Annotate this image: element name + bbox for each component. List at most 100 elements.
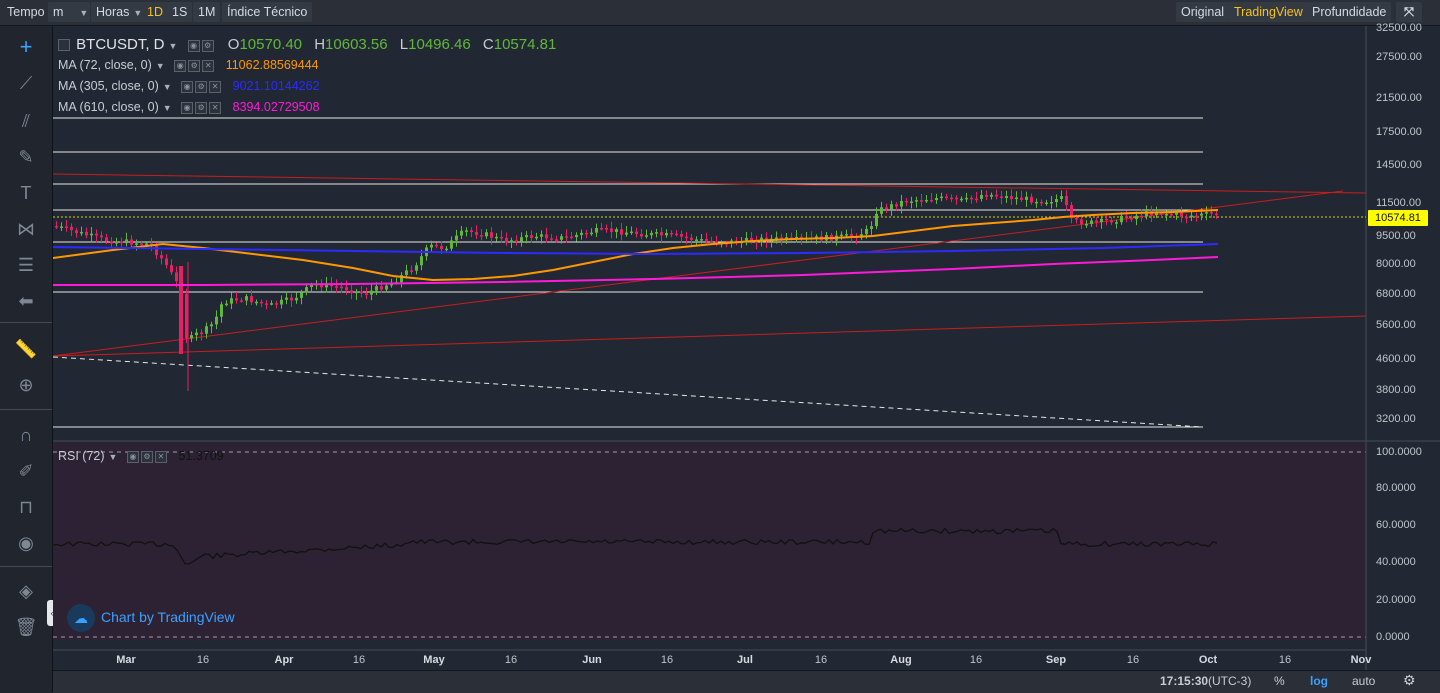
candle-body [590,232,593,235]
symbol-name[interactable]: BTCUSDT, D [76,36,165,53]
candle-body [920,200,923,202]
chart-area[interactable]: BTCUSDT, D ▼ ◉ ⚙ O10570.40 H10603.56 L1049… [53,22,1440,692]
settings-icon[interactable]: ⚙ [188,60,201,73]
percent-scale-button[interactable]: % [1274,674,1285,688]
pitchfork-icon[interactable]: ⫽ [21,111,31,131]
layers-icon[interactable]: ◈ [19,581,33,601]
view-original-button[interactable]: Original [1176,2,1230,22]
candle-body [485,232,488,237]
chevron-down-icon[interactable]: ▼ [168,41,178,51]
interval-1m-button[interactable]: 1M [193,2,221,22]
eye-icon[interactable]: ◉ [181,81,194,94]
close-icon[interactable]: ✕ [209,81,222,94]
eye-icon[interactable]: ◉ [18,533,34,553]
eye-icon[interactable]: ◉ [181,102,194,115]
long-support-trendline[interactable] [53,315,1367,357]
rsi-label[interactable]: RSI (72) [58,449,105,463]
candle-body [495,236,498,239]
lock-drawing-icon[interactable]: ✐ [18,461,34,481]
price-axis[interactable]: 32500.00 27500.00 21500.00 17500.00 1450… [1366,22,1440,666]
trendline-icon[interactable]: ⟋ [19,73,33,93]
trash-icon[interactable]: 🗑 [14,617,38,637]
collapse-legend-icon[interactable] [58,39,70,52]
rsi-tick: 80.0000 [1376,482,1416,494]
candle-body [1170,214,1173,216]
chevron-down-icon[interactable]: ▼ [162,82,172,92]
settings-icon[interactable]: ⚙ [195,102,208,115]
magnet-icon[interactable]: ∩ [19,425,33,445]
candle-body [1145,211,1148,217]
settings-icon[interactable]: ⚙ [140,451,153,464]
price-chart[interactable] [53,26,1440,692]
candle-body [185,293,188,339]
zoom-icon[interactable]: ⊕ [18,375,34,395]
open-key: O [227,36,240,53]
view-depth-button[interactable]: Profundidade [1307,2,1392,22]
candle-body [940,196,943,199]
chevron-down-icon: ▼ [133,8,143,18]
close-icon[interactable]: ✕ [154,451,167,464]
chevron-down-icon[interactable]: ▼ [155,61,165,71]
resistance-trendline[interactable] [53,173,1367,194]
candle-body [400,275,403,283]
log-scale-button[interactable]: log [1310,674,1328,688]
candle-body [100,235,103,238]
text-icon[interactable]: T [20,183,32,203]
tradingview-watermark[interactable]: ☁ Chart by TradingView [67,602,235,633]
settings-icon[interactable]: ⚙ [201,39,214,52]
candle-body [870,226,873,229]
candle-body [790,237,793,239]
ruler-icon[interactable]: 📏 [14,339,38,359]
watermark-text: Chart by TradingView [101,609,235,625]
interval-unit-select[interactable]: m ▼ [48,2,90,22]
rsi-tick: 40.0000 [1376,556,1416,568]
technical-index-button[interactable]: Índice Técnico [222,2,313,22]
ma72-label[interactable]: MA (72, close, 0) [58,58,152,72]
close-icon[interactable]: ✕ [202,60,215,73]
chevron-down-icon: ▼ [79,8,89,18]
time-axis[interactable]: Mar 16 Apr 16 May 16 Jun 16 Jul 16 Aug 1… [53,650,1371,670]
interval-1s-button[interactable]: 1S [167,2,193,22]
unlock-icon[interactable]: ⊓ [18,497,34,517]
candle-body [1120,215,1123,223]
close-key: C [482,36,494,53]
settings-icon[interactable]: ⚙ [1403,672,1416,688]
candle-body [1035,201,1038,204]
toolbar-collapse-handle[interactable]: ‹ [47,600,57,626]
back-arrow-icon[interactable]: ⬅ [18,291,34,311]
close-icon[interactable]: ✕ [209,102,222,115]
ma305-label[interactable]: MA (305, close, 0) [58,79,159,93]
eye-icon[interactable]: ◉ [174,60,187,73]
support-trendline[interactable] [53,190,1344,357]
chevron-down-icon[interactable]: ▼ [162,103,172,113]
auto-scale-button[interactable]: auto [1352,674,1376,688]
eye-icon[interactable]: ◉ [187,39,200,52]
candle-body [75,230,78,234]
view-tradingview-button[interactable]: TradingView [1229,2,1308,22]
candle-body [125,239,128,244]
fib-icon[interactable]: ☰ [17,255,35,275]
candle-body [130,239,133,245]
crosshair-icon[interactable]: + [19,34,33,59]
interval-1d-button[interactable]: 1D [142,2,168,22]
eye-icon[interactable]: ◉ [126,451,139,464]
settings-icon[interactable]: ⚙ [195,81,208,94]
candle-body [1025,196,1028,200]
toolbar-divider [0,566,52,567]
brush-icon[interactable]: ✎ [18,147,34,167]
candle-body [450,240,453,249]
candle-body [270,303,273,305]
candle-body [55,226,58,228]
chevron-down-icon[interactable]: ▼ [108,452,118,462]
dashed-trendline[interactable] [53,356,1204,428]
timezone[interactable]: (UTC-3) [1208,674,1252,688]
candle-body [885,207,888,210]
fullscreen-icon[interactable]: ⤧ [1396,2,1422,22]
candle-body [405,270,408,276]
pattern-icon[interactable]: ⋈ [17,219,35,239]
candle-body [750,237,753,242]
candle-body [690,237,693,240]
hours-select[interactable]: Horas ▼ [91,2,148,22]
ma610-label[interactable]: MA (610, close, 0) [58,100,159,114]
candle-body [1195,215,1198,218]
